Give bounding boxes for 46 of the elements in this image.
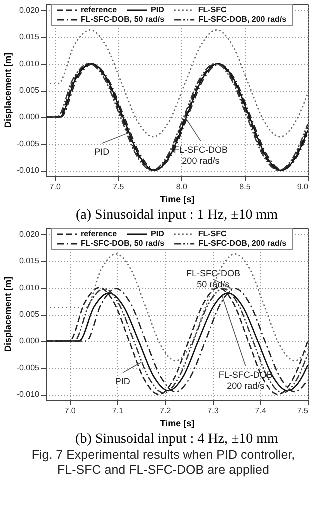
y-tick-label: 0.005	[19, 86, 40, 96]
y-axis-title: Displacement [m]	[2, 52, 13, 128]
legend-label: FL-SFC-DOB, 200 rad/s	[198, 15, 288, 24]
y-tick-label: 0.015	[19, 256, 40, 266]
x-tick-label: 7.3	[208, 406, 220, 416]
y-tick-label: 0.015	[19, 32, 40, 42]
x-tick-label: 7.5	[113, 182, 125, 192]
y-tick-label: -0.005	[16, 363, 40, 372]
y-tick-label: 0.005	[19, 310, 40, 320]
x-axis-title: Time [s]	[160, 194, 195, 204]
y-axis-title: Displacement [m]	[2, 276, 13, 352]
annotation: FL-SFC-DOB 200 rad/s	[174, 144, 228, 166]
legend-label: FL-SFC	[198, 230, 228, 238]
y-tick-label: 0.000	[19, 336, 40, 346]
x-tick-label: 8.0	[176, 182, 188, 192]
annotation: PID	[115, 376, 131, 387]
x-axis-title: Time [s]	[160, 418, 195, 428]
y-tick-label: -0.010	[16, 390, 40, 400]
text: (b) Sinusoidal input : 4 Hz, ±10 mm	[76, 432, 279, 447]
y-tick-label: 0.020	[19, 230, 40, 239]
y-tick-label: 0.020	[19, 6, 40, 15]
x-tick-label: 9.0	[297, 182, 310, 192]
x-tick-label: 7.0	[64, 406, 76, 416]
legend-label: FL-SFC-DOB, 200 rad/s	[198, 239, 288, 248]
y-tick-label: 0.010	[19, 283, 40, 292]
legend-label: reference	[81, 230, 118, 238]
legend-label: FL-SFC-DOB, 50 rad/s	[81, 239, 166, 248]
legend-label: FL-SFC-DOB, 50 rad/s	[81, 15, 166, 24]
legend-label: FL-SFC	[198, 6, 228, 14]
legend-label: PID	[151, 6, 165, 14]
text: (a) Sinusoidal input : 1 Hz, ±10 mm	[76, 208, 278, 223]
x-tick-label: 7.2	[160, 406, 172, 416]
x-tick-label: 7.0	[50, 182, 62, 192]
x-tick-label: 7.1	[112, 406, 124, 416]
x-tick-label: 7.5	[297, 406, 310, 416]
y-tick-label: -0.005	[16, 139, 40, 148]
y-tick-label: 0.000	[19, 112, 40, 122]
y-tick-label: 0.010	[19, 59, 40, 68]
y-tick-label: -0.010	[16, 166, 40, 176]
annotation: PID	[94, 147, 110, 158]
x-tick-label: 7.4	[255, 406, 267, 416]
legend-label: PID	[151, 230, 165, 238]
caption: Fig. 7 Experimental results when PID controller,	[30, 448, 296, 463]
text: FL-SFC and FL-SFC-DOB are applied	[56, 463, 270, 478]
x-tick-label: 8.5	[240, 182, 252, 192]
legend-label: reference	[81, 6, 118, 14]
